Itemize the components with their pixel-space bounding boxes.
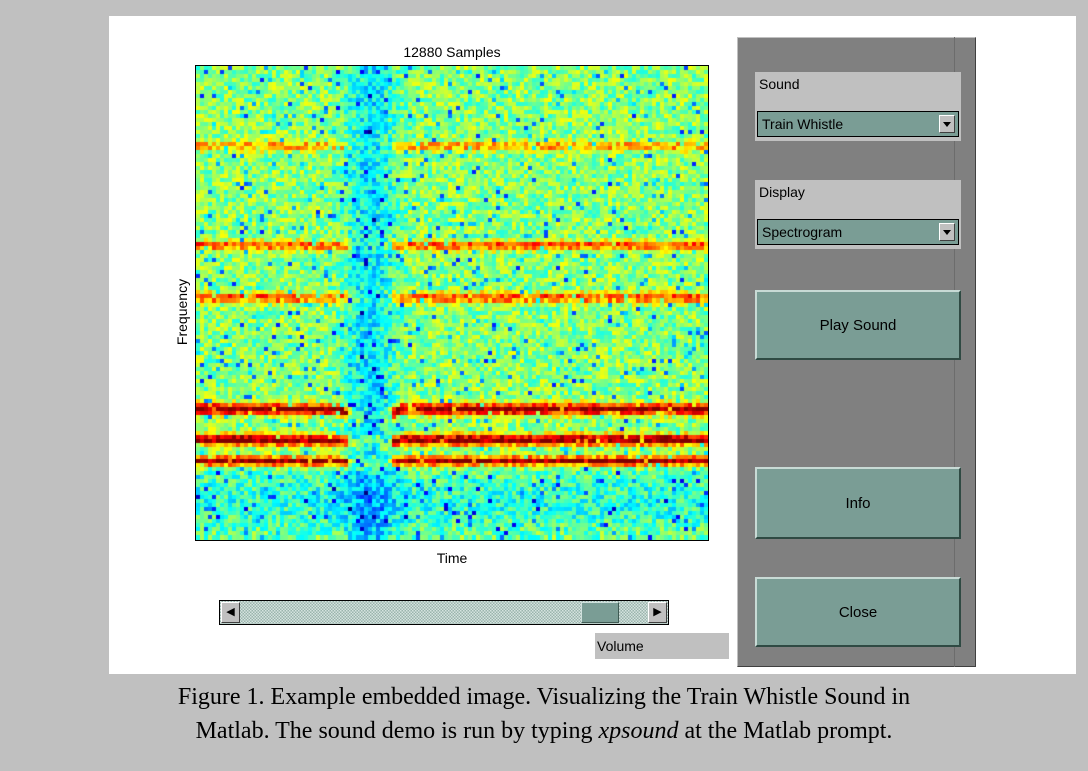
- caption-line-2-start: Matlab. The sound demo is run by typing: [195, 718, 599, 744]
- caption-command: xpsound: [598, 718, 679, 744]
- display-label: Display: [755, 180, 961, 215]
- volume-slider[interactable]: ◀ ▶: [219, 600, 669, 625]
- play-sound-button[interactable]: Play Sound: [755, 290, 961, 360]
- sound-dropdown[interactable]: Train Whistle: [755, 107, 961, 141]
- slider-right-arrow-button[interactable]: ▶: [648, 602, 667, 623]
- chevron-down-icon[interactable]: [939, 115, 955, 133]
- figure-caption: Figure 1. Example embedded image. Visual…: [0, 680, 1088, 748]
- info-button[interactable]: Info: [755, 467, 961, 539]
- spectrogram-plot: [196, 66, 708, 540]
- caption-line-2-end: at the Matlab prompt.: [678, 718, 893, 744]
- volume-label: Volume: [595, 633, 729, 659]
- chevron-down-icon[interactable]: [939, 223, 955, 241]
- caption-line-2: Matlab. The sound demo is run by typing …: [0, 714, 1088, 748]
- slider-thumb[interactable]: [581, 602, 620, 623]
- caption-line-1: Figure 1. Example embedded image. Visual…: [177, 684, 911, 710]
- plot-title: 12880 Samples: [403, 44, 501, 60]
- display-dropdown[interactable]: Spectrogram: [755, 215, 961, 249]
- close-button[interactable]: Close: [755, 577, 961, 647]
- sound-dropdown-value[interactable]: Train Whistle: [757, 111, 959, 137]
- display-dropdown-text: Spectrogram: [762, 224, 843, 240]
- display-dropdown-value[interactable]: Spectrogram: [757, 219, 959, 245]
- sound-label: Sound: [755, 72, 961, 107]
- x-axis-label: Time: [436, 550, 468, 566]
- slider-left-arrow-button[interactable]: ◀: [221, 602, 240, 623]
- sound-dropdown-text: Train Whistle: [762, 116, 844, 132]
